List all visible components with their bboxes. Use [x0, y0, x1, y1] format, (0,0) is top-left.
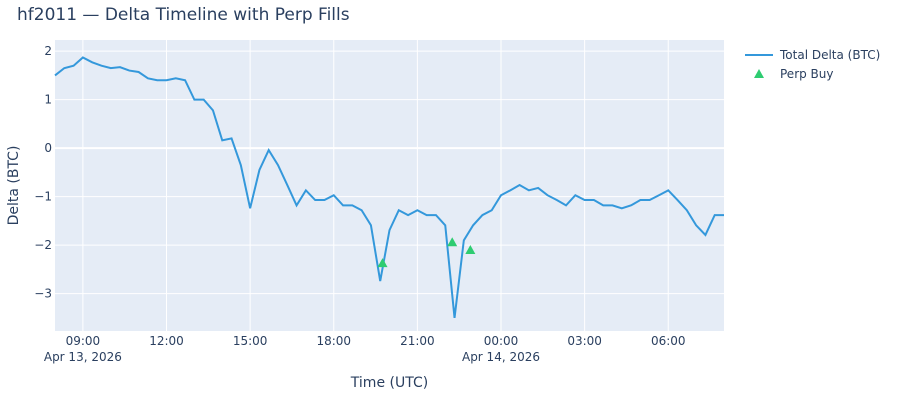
delta-line: [54, 56, 724, 319]
legend-marker: [754, 69, 764, 78]
y-tick-label: −3: [34, 287, 52, 301]
x-tick-label: 03:00: [567, 334, 602, 348]
x-tick-label: 12:00: [149, 334, 184, 348]
y-tick-label: 2: [44, 44, 52, 58]
y-tick-label: 0: [44, 141, 52, 155]
perp-buy-marker: [377, 258, 388, 268]
chart-title: hf2011 — Delta Timeline with Perp Fills: [17, 5, 350, 25]
y-axis-title: Delta (BTC): [6, 146, 22, 226]
x-tick-label: 18:00: [316, 334, 351, 348]
x-tick-label: 00:00 Apr 14, 2026: [462, 334, 540, 364]
plot-background: [55, 40, 724, 331]
x-axis-title: Time (UTC): [350, 375, 428, 391]
legend-label: Perp Buy: [780, 67, 834, 81]
perp-buy-marker: [465, 245, 476, 255]
x-tick-label: 09:00 Apr 13, 2026: [44, 334, 122, 364]
perp-buy-marker: [447, 237, 458, 247]
y-tick-label: −2: [34, 238, 52, 252]
x-tick-label: 06:00: [651, 334, 686, 348]
y-tick-label: −1: [34, 190, 52, 204]
y-tick-label: 1: [44, 93, 52, 107]
legend-label: Total Delta (BTC): [779, 48, 880, 62]
x-tick-label: 15:00: [233, 334, 268, 348]
x-tick-label: 21:00: [400, 334, 435, 348]
